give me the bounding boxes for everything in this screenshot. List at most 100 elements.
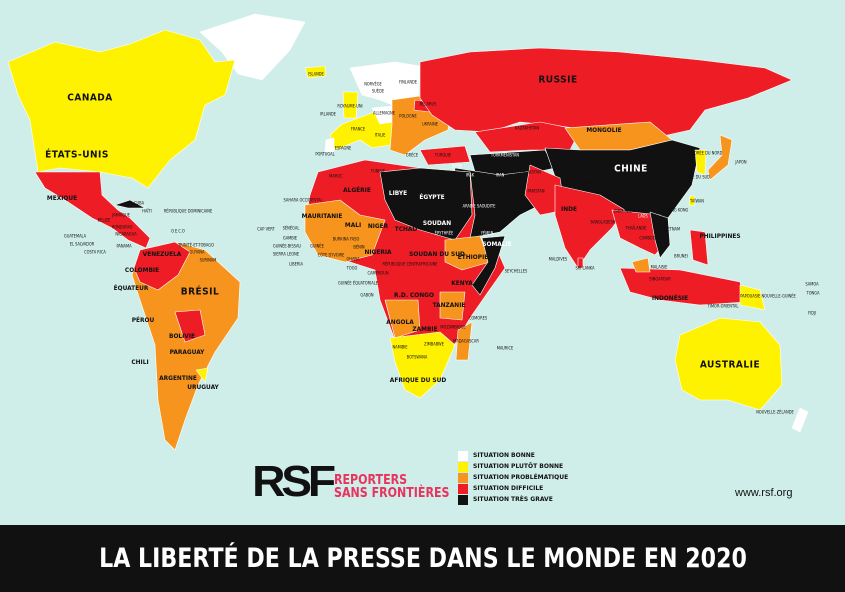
legend-item: SITUATION PLUTÔT BONNE bbox=[458, 461, 568, 472]
page-title: LA LIBERTÉ DE LA PRESSE DANS LE MONDE EN… bbox=[98, 543, 747, 574]
label-burkina: BURKINA FASO bbox=[332, 236, 360, 242]
label-guatemala: GUATEMALA bbox=[63, 233, 87, 239]
label-japon: JAPON bbox=[735, 159, 747, 165]
label-allemagne: ALLEMAGNE bbox=[373, 110, 395, 116]
label-guinee-bissau: GUINÉE-BISSAU bbox=[272, 243, 302, 249]
label-coree-sud: CORÉE DU SUD bbox=[682, 174, 710, 180]
legend-label: SITUATION BONNE bbox=[473, 452, 535, 459]
region-portugal bbox=[324, 137, 335, 153]
label-tanzanie: TANZANIE bbox=[432, 301, 466, 309]
region-cuba bbox=[114, 199, 146, 209]
label-soudan-sud: SOUDAN DU SUD bbox=[409, 250, 465, 258]
label-perou: PÉROU bbox=[131, 316, 155, 324]
label-espagne: ESPAGNE bbox=[334, 145, 352, 151]
label-colombie: COLOMBIE bbox=[124, 266, 160, 274]
region-mexico-central bbox=[34, 171, 151, 249]
label-birmanie: BIRMANIE bbox=[614, 208, 632, 214]
label-australie: AUSTRALIE bbox=[699, 359, 761, 371]
region-canada-usa bbox=[7, 29, 236, 189]
legend-swatch bbox=[458, 461, 468, 472]
label-bresil: BRÉSIL bbox=[180, 286, 220, 298]
region-uk bbox=[342, 91, 359, 119]
label-tonga: TONGA bbox=[806, 290, 820, 296]
title-banner: LA LIBERTÉ DE LA PRESSE DANS LE MONDE EN… bbox=[0, 525, 845, 592]
region-india bbox=[554, 184, 626, 269]
region-taiwan bbox=[688, 195, 696, 207]
label-rdc: R.D. CONGO bbox=[394, 291, 434, 299]
label-laos: LAOS bbox=[638, 213, 648, 219]
label-kenya: KENYA bbox=[451, 279, 473, 287]
label-sri-lanka: SRI LANKA bbox=[575, 265, 595, 271]
legend-item: SITUATION BONNE bbox=[458, 450, 568, 461]
region-angola bbox=[384, 299, 421, 339]
label-finlande: FINLANDE bbox=[398, 79, 418, 85]
region-russia bbox=[419, 47, 793, 141]
label-mozambique: MOZAMBIQUE bbox=[440, 324, 466, 330]
label-ghana: GHANA bbox=[346, 256, 360, 262]
label-oman: OMAN bbox=[508, 211, 520, 217]
label-algerie: ALGÉRIE bbox=[343, 186, 371, 194]
label-tunisie: TUNISIE bbox=[370, 168, 386, 174]
label-islande: ISLANDE bbox=[308, 71, 324, 77]
label-venezuela: VENEZUELA bbox=[142, 250, 182, 258]
label-erythree: ÉRYTHRÉE bbox=[434, 230, 454, 236]
rsf-logo[interactable]: RSF REPORTERS SANS FRONTIÈRES bbox=[252, 460, 470, 504]
label-benin: BÉNIN bbox=[353, 244, 365, 250]
website-link[interactable]: www.rsf.org bbox=[735, 487, 793, 499]
region-australia bbox=[674, 317, 783, 411]
label-mali: MALI bbox=[344, 221, 362, 229]
label-chili: CHILI bbox=[131, 358, 149, 366]
label-malaisie: MALAISIE bbox=[650, 264, 668, 270]
legend-item: SITUATION PROBLÉMATIQUE bbox=[458, 472, 568, 483]
legend-label: SITUATION TRÈS GRAVE bbox=[473, 496, 553, 503]
label-iran: IRAN bbox=[495, 172, 505, 178]
label-gambie: GAMBIE bbox=[282, 235, 298, 241]
region-new-zealand bbox=[791, 407, 809, 433]
label-inde: INDE bbox=[561, 205, 577, 213]
region-tanzania bbox=[439, 291, 466, 321]
legend-label: SITUATION PLUTÔT BONNE bbox=[473, 463, 564, 470]
region-greenland bbox=[199, 13, 306, 81]
label-thailande: THAÏLANDE bbox=[625, 225, 647, 231]
label-canada: CANADA bbox=[67, 92, 113, 104]
label-taiwan: TAÏWAN bbox=[690, 198, 704, 204]
label-cap-vert: CAP VERT bbox=[257, 226, 275, 232]
region-malaysia bbox=[631, 257, 651, 273]
label-kazakhstan: KAZAKHSTAN bbox=[514, 125, 540, 131]
label-sahara: SAHARA OCCIDENTAL bbox=[283, 197, 323, 203]
label-vietnam: VIETNAM bbox=[663, 226, 681, 232]
label-zambie: ZAMBIE bbox=[412, 325, 438, 333]
world-map bbox=[7, 13, 809, 451]
label-hong-kong: HONG KONG bbox=[665, 207, 689, 213]
logo-line-2: SANS FRONTIÈRES bbox=[334, 486, 450, 501]
label-bhoutan: BHOUTAN bbox=[598, 181, 616, 187]
label-botswana: BOTSWANA bbox=[406, 354, 428, 360]
label-costa-rica: COSTA RICA bbox=[84, 249, 106, 255]
label-fidji: FIDJI bbox=[807, 310, 817, 316]
region-venezuela-colombia bbox=[133, 241, 191, 291]
label-maurice: MAURICE bbox=[496, 345, 514, 351]
label-sierra-leone: SIERRA LEONE bbox=[272, 251, 300, 257]
region-japan bbox=[707, 134, 733, 181]
label-singapour: SINGAPOUR bbox=[649, 276, 671, 282]
label-mongolie: MONGOLIE bbox=[586, 126, 622, 134]
label-belize: BELIZE bbox=[97, 217, 111, 223]
label-mexique: MEXIQUE bbox=[46, 194, 78, 202]
legend-swatch bbox=[458, 472, 468, 483]
region-west-africa bbox=[304, 199, 386, 263]
label-paraguay: PARAGUAY bbox=[169, 348, 205, 356]
label-turquie: TURQUIE bbox=[434, 152, 452, 158]
logo-name: REPORTERS SANS FRONTIÈRES bbox=[334, 474, 449, 500]
label-chine: CHINE bbox=[614, 163, 648, 175]
label-maroc: MAROC bbox=[329, 173, 343, 179]
label-papouasie: PAPOUASIE NOUVELLE-GUINÉE bbox=[740, 293, 796, 299]
region-png bbox=[739, 284, 766, 311]
label-angola: ANGOLA bbox=[386, 318, 414, 326]
label-madagascar: MADAGASCAR bbox=[453, 338, 479, 344]
label-namibie: NAMIBIE bbox=[392, 344, 408, 350]
legend-label: SITUATION PROBLÉMATIQUE bbox=[473, 474, 569, 481]
label-nicaragua: NICARAGUA bbox=[115, 231, 137, 237]
label-jamaique: JAMAÏQUE bbox=[112, 212, 130, 218]
label-italie: ITALIE bbox=[374, 132, 386, 138]
legend-swatch bbox=[458, 494, 468, 505]
